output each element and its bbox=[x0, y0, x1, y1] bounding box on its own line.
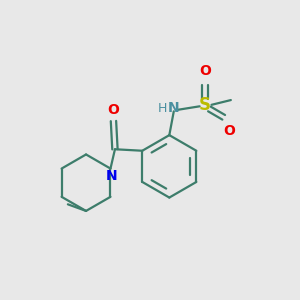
Text: S: S bbox=[199, 96, 211, 114]
Text: O: O bbox=[199, 64, 211, 78]
Text: N: N bbox=[168, 101, 180, 116]
Text: H: H bbox=[158, 102, 167, 115]
Text: O: O bbox=[107, 103, 119, 117]
Text: O: O bbox=[224, 124, 236, 138]
Text: N: N bbox=[105, 169, 117, 184]
